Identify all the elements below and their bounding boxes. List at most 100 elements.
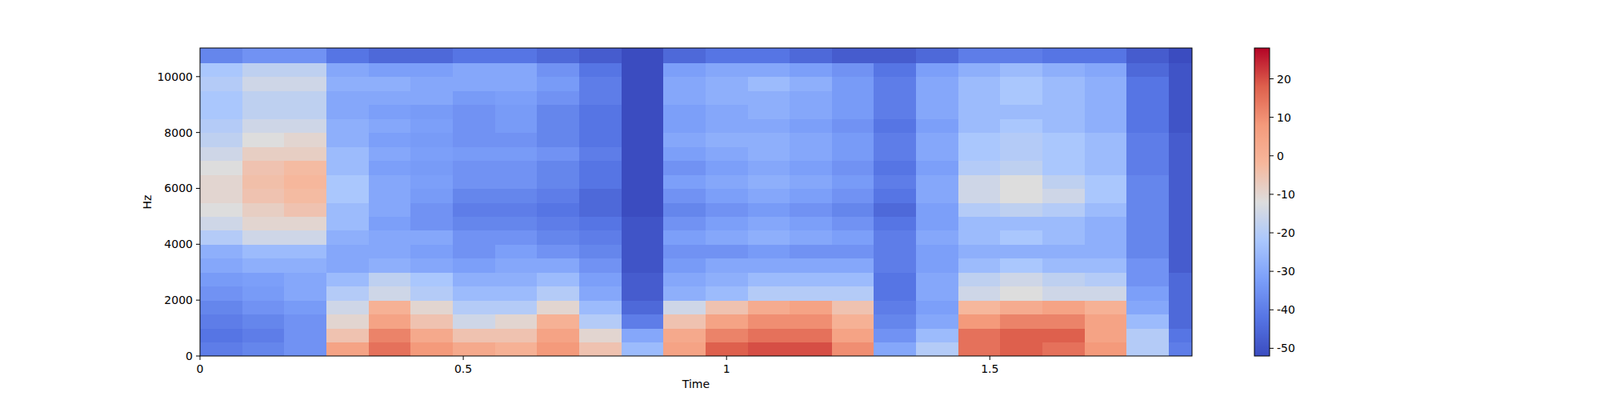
cell	[536, 90, 580, 105]
cell	[1084, 258, 1128, 273]
cell	[832, 272, 875, 287]
cell	[789, 76, 832, 92]
cell	[1000, 244, 1043, 259]
cell	[1084, 230, 1128, 245]
cell	[410, 314, 453, 329]
cell	[452, 202, 496, 217]
cell	[410, 174, 453, 189]
cell	[621, 160, 664, 176]
cell	[621, 174, 664, 189]
cell	[242, 146, 285, 161]
cell	[621, 48, 664, 64]
cell	[1126, 76, 1169, 92]
colorbar-tick-label: -50	[1276, 341, 1296, 355]
cell	[242, 90, 285, 105]
cell	[621, 230, 664, 245]
cell	[536, 146, 580, 161]
cell	[1126, 286, 1169, 301]
cell	[536, 132, 580, 148]
cell	[748, 160, 791, 176]
cell	[1000, 146, 1043, 161]
cell	[1084, 342, 1128, 356]
cell	[1168, 328, 1192, 343]
cell	[1168, 160, 1192, 176]
cell	[789, 160, 832, 176]
cell	[958, 62, 1001, 77]
cell	[789, 104, 832, 120]
cell	[284, 90, 327, 105]
cell	[326, 342, 369, 356]
cell	[410, 342, 453, 356]
cell	[284, 48, 327, 64]
cell	[958, 314, 1001, 329]
cell	[1168, 314, 1192, 329]
cell	[536, 216, 580, 231]
cell	[326, 258, 369, 273]
cell	[326, 132, 369, 148]
cell	[495, 230, 538, 245]
cell	[536, 342, 580, 356]
cell	[705, 146, 748, 161]
cell	[789, 174, 832, 189]
cell	[1042, 118, 1085, 133]
cell	[748, 104, 791, 120]
cell	[579, 188, 622, 203]
cell	[452, 300, 496, 315]
cell	[663, 146, 706, 161]
cell	[579, 202, 622, 217]
cell	[916, 118, 959, 133]
y-tick	[196, 300, 200, 301]
cell	[916, 48, 959, 64]
cell	[1084, 300, 1128, 315]
cell	[958, 118, 1001, 133]
colorbar	[1254, 48, 1270, 356]
cell	[410, 286, 453, 301]
cell	[452, 160, 496, 176]
cell	[832, 216, 875, 231]
cell	[873, 62, 916, 77]
cell	[495, 314, 538, 329]
cell	[200, 216, 243, 231]
cell	[1042, 146, 1085, 161]
cell	[536, 300, 580, 315]
cell	[748, 90, 791, 105]
cell	[284, 342, 327, 356]
cell	[873, 300, 916, 315]
cell	[1042, 174, 1085, 189]
cell	[368, 76, 412, 92]
colorbar-tick-label: -40	[1276, 303, 1296, 316]
cell	[452, 188, 496, 203]
cell	[368, 62, 412, 77]
cell	[663, 230, 706, 245]
cell	[326, 244, 369, 259]
cell	[873, 76, 916, 92]
cell	[1000, 342, 1043, 356]
cell	[242, 202, 285, 217]
cell	[536, 328, 580, 343]
cell	[832, 160, 875, 176]
cell	[1084, 132, 1128, 148]
cell	[789, 202, 832, 217]
cell	[536, 202, 580, 217]
cell	[410, 202, 453, 217]
cell	[452, 76, 496, 92]
cell	[1168, 286, 1192, 301]
cell	[789, 216, 832, 231]
cell	[200, 76, 243, 92]
cell	[536, 48, 580, 64]
cell	[621, 104, 664, 120]
cell	[1126, 314, 1169, 329]
cell	[916, 286, 959, 301]
cell	[663, 132, 706, 148]
colorbar-tick	[1269, 232, 1274, 234]
cell	[452, 258, 496, 273]
cell	[1042, 132, 1085, 148]
cell	[284, 286, 327, 301]
cell	[832, 104, 875, 120]
cell	[200, 286, 243, 301]
cell	[1042, 272, 1085, 287]
cell	[200, 314, 243, 329]
cell	[663, 272, 706, 287]
cell	[410, 118, 453, 133]
cell	[536, 160, 580, 176]
